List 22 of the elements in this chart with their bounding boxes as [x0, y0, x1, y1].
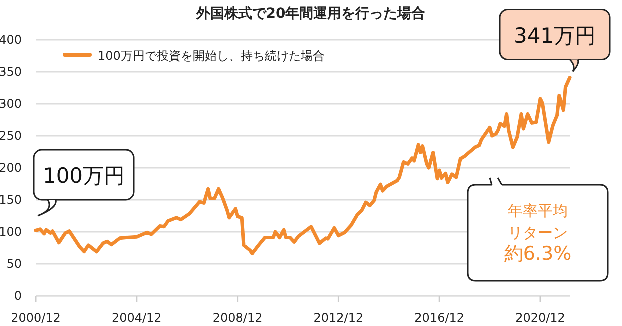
- y-tick-label: 400: [0, 33, 22, 47]
- x-tick-label: 2016/12: [414, 311, 465, 325]
- x-tick-label: 2020/12: [516, 311, 566, 325]
- y-tick-label: 100: [0, 225, 22, 239]
- x-tick-label: 2012/12: [314, 311, 364, 325]
- legend-label: 100万円で投資を開始し、持ち続けた場合: [98, 49, 325, 63]
- annotation: リターン: [508, 224, 568, 242]
- annotation: 341万円: [514, 24, 596, 48]
- x-tick-label: 2000/12: [11, 311, 61, 325]
- y-tick-label: 200: [0, 161, 22, 175]
- annotation: 100万円: [42, 164, 126, 188]
- y-tick-label: 0: [14, 289, 22, 303]
- y-tick-label: 50: [6, 257, 22, 271]
- annotation: 約6.3%: [504, 243, 572, 265]
- y-tick-label: 250: [0, 129, 22, 143]
- x-tick-label: 2004/12: [112, 311, 162, 325]
- y-tick-label: 150: [0, 193, 22, 207]
- y-tick-label: 350: [0, 65, 22, 79]
- y-tick-label: 300: [0, 97, 22, 111]
- x-tick-label: 2008/12: [212, 311, 263, 325]
- annotation: 年率平均: [508, 202, 568, 220]
- chart-title: 外国株式で20年間運用を行った場合: [195, 6, 426, 22]
